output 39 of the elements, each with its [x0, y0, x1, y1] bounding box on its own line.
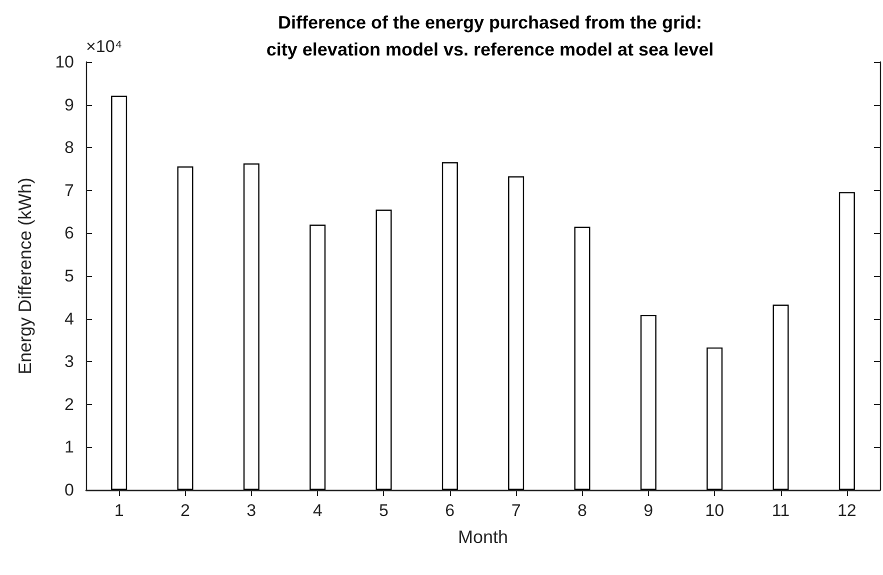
y-tick-label: 5: [64, 266, 74, 286]
x-tick-label: 12: [837, 501, 856, 520]
y-tick-label: 9: [64, 95, 74, 114]
bar: [574, 226, 590, 490]
x-tick-label: 6: [445, 501, 455, 520]
y-tick-label: 4: [64, 309, 74, 328]
x-tick-label: 10: [705, 501, 724, 520]
x-tick-label: 7: [511, 501, 521, 520]
y-tick-label: 1: [64, 438, 74, 457]
y-tick-label: 6: [64, 224, 74, 243]
x-axis-title: Month: [458, 527, 508, 547]
bar: [838, 192, 855, 490]
y-tick-label: 10: [55, 52, 74, 72]
x-tick-label: 9: [644, 501, 654, 520]
bar: [177, 166, 194, 490]
bar: [111, 96, 128, 490]
bar: [706, 347, 723, 490]
y-tick-label: 3: [64, 352, 74, 372]
bar: [442, 162, 458, 490]
x-tick-label: 3: [246, 501, 256, 520]
chart-title: Difference of the energy purchased from the grid: city elevation model vs. reference model at sea level: [266, 12, 714, 60]
y-tick-label: 7: [64, 180, 74, 200]
y-tick-label: 8: [64, 138, 74, 158]
bar: [640, 314, 656, 490]
x-tick-label: 2: [180, 501, 190, 520]
bar: [310, 224, 326, 490]
y-tick-label: 2: [64, 394, 74, 414]
y-axis-title: Energy Difference (kWh): [15, 178, 35, 374]
bar: [243, 163, 260, 490]
x-tick-label: 11: [772, 501, 790, 520]
text: ×10⁴: [86, 37, 122, 56]
x-tick-label: 8: [578, 501, 587, 520]
y-tick-label: 0: [64, 480, 74, 500]
x-tick-label: 4: [312, 501, 322, 520]
bar: [508, 176, 524, 490]
bar: [376, 210, 392, 490]
bar: [772, 304, 789, 490]
x-tick-label: 5: [379, 501, 388, 520]
x-tick-label: 1: [114, 501, 124, 520]
